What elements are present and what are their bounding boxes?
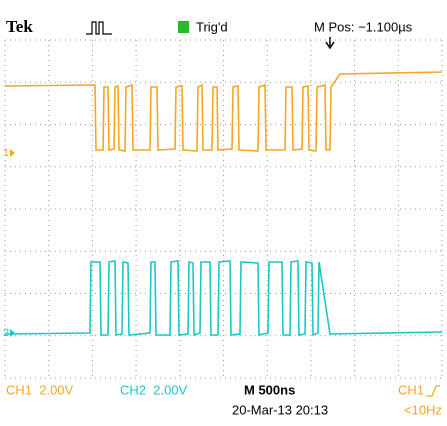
ch1-scale: CH1 2.00V <box>6 382 74 397</box>
ch1-marker-arrow <box>10 149 15 157</box>
horizontal-position: M Pos: −1.100µs <box>314 19 413 34</box>
trigger-source: CH1 <box>398 382 424 397</box>
trigger-position-arrow <box>325 37 335 50</box>
timebase: M 500ns <box>244 382 295 397</box>
trigger-status-icon <box>178 21 189 33</box>
ch2-marker: 2 <box>3 327 9 339</box>
ch2-scale: CH2 2.00V <box>120 382 188 397</box>
ch2-waveform <box>4 260 443 337</box>
ch1-waveform <box>4 71 443 152</box>
date: 20-Mar-13 20:13 <box>232 402 328 417</box>
trigger-status: Trig'd <box>196 19 228 34</box>
ch2-marker-arrow <box>10 329 15 337</box>
ch1-marker: 1 <box>3 147 9 159</box>
trigger-type-icon <box>86 21 112 35</box>
trigger-frequency: <10Hz <box>404 402 442 417</box>
trigger-slope-icon <box>426 385 440 397</box>
logo: Tek <box>6 17 33 36</box>
